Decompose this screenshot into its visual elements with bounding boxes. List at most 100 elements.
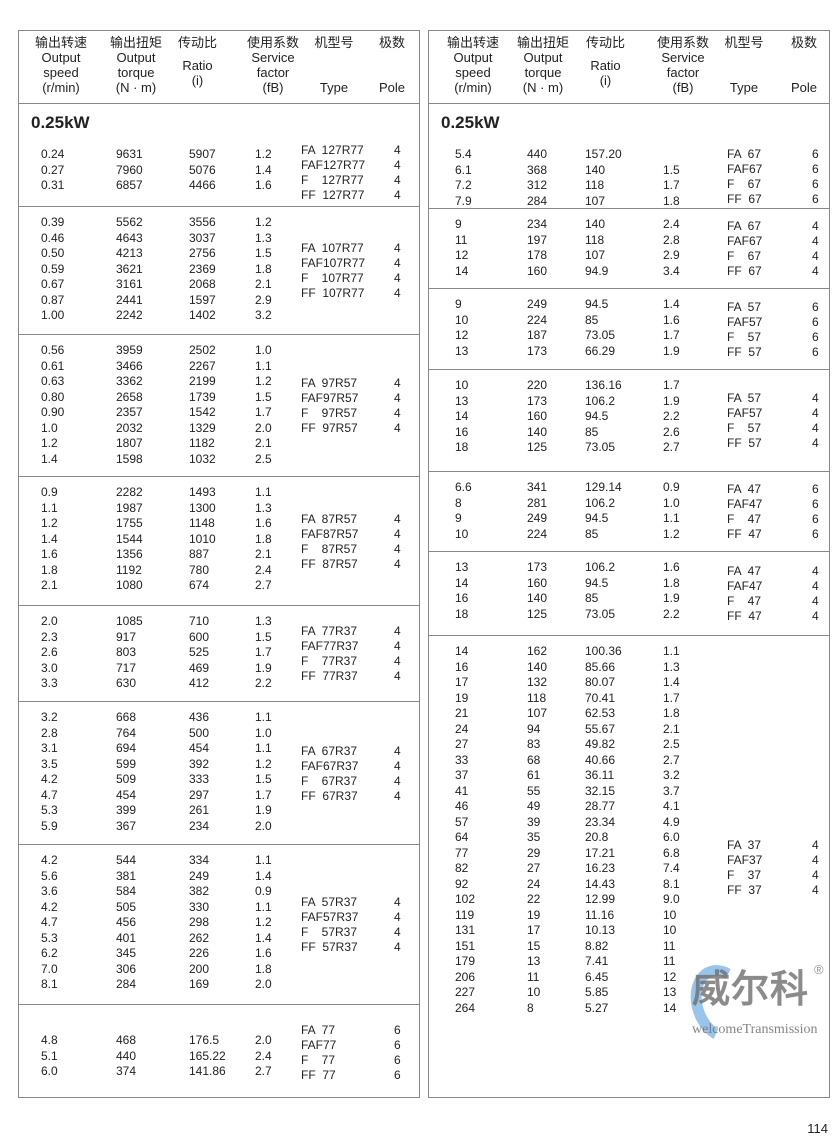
cell-speed: 1.4 <box>41 531 58 546</box>
cell-ratio: 226 <box>189 946 210 960</box>
model-type: FF 47 <box>727 609 762 623</box>
cell-speed: 1.4 <box>41 451 58 466</box>
cell-torque: 1598 <box>116 451 143 466</box>
pole-count: 6 <box>812 192 819 206</box>
model-type: F 47 <box>727 512 762 526</box>
pole-count: 4 <box>394 271 401 285</box>
cell-speed: 10 <box>455 526 469 541</box>
cell-torque: 3621 <box>116 261 143 276</box>
cell-service-factor: 6.8 <box>663 845 680 860</box>
cell-torque: 19 <box>527 907 541 922</box>
cell-speed: 0.39 <box>41 215 65 229</box>
cell-service-factor: 1.2 <box>255 915 272 929</box>
cell-torque: 401 <box>116 930 137 945</box>
cell-speed: 4.7 <box>41 787 58 802</box>
table-row: 3.1 694 454 1.1 <box>19 741 279 756</box>
pole-count: 4 <box>812 853 819 867</box>
type-list: FA 107R77 4 FAF107R77 4 F 107R77 4 FF 107R77 4 <box>301 241 401 301</box>
table-row: 64 35 20.8 6.0 <box>429 830 689 845</box>
cell-speed: 9 <box>455 511 462 525</box>
cell-speed: 12 <box>455 248 469 262</box>
pole-count: 4 <box>394 526 401 541</box>
cell-ratio: 157.20 <box>585 147 622 161</box>
cell-torque: 11 <box>527 969 540 984</box>
cell-speed: 1.0 <box>41 420 58 435</box>
cell-speed: 3.0 <box>41 660 58 675</box>
cell-torque: 197 <box>527 232 548 247</box>
cell-ratio: 176.5 <box>189 1033 220 1048</box>
type-row: FA 87R57 4 <box>301 512 401 527</box>
type-row: FAF67R37 4 <box>301 759 401 774</box>
cell-ratio: 249 <box>189 868 210 883</box>
header-ratio-line: (i) <box>191 73 204 88</box>
cell-torque: 764 <box>116 725 137 740</box>
type-row: F 77 6 <box>301 1053 401 1068</box>
cell-torque: 132 <box>527 675 548 689</box>
cell-ratio: 16.23 <box>585 861 616 875</box>
cell-speed: 3.2 <box>41 710 58 724</box>
cell-torque: 140 <box>527 659 548 674</box>
cell-ratio: 7.41 <box>585 954 609 968</box>
type-row: FAF67 4 <box>727 234 819 249</box>
cell-service-factor: 3.2 <box>663 768 680 782</box>
cell-torque: 284 <box>527 193 548 208</box>
type-row: F 47 4 <box>727 594 819 609</box>
cell-torque: 440 <box>527 147 548 161</box>
header-torque-cn: 输出扭矩 <box>516 35 569 50</box>
cell-speed: 0.61 <box>41 358 65 373</box>
model-type: FAF47 <box>727 497 763 511</box>
pole-count: 4 <box>812 594 819 608</box>
table-row: 3.5 599 392 1.2 <box>19 757 279 772</box>
cell-ratio: 1148 <box>189 516 215 530</box>
cell-ratio: 17.21 <box>585 845 616 860</box>
model-type: FF 77 <box>301 1067 336 1082</box>
cell-speed: 0.27 <box>41 162 65 177</box>
header-sf-cn: 使用系数 <box>656 35 709 50</box>
type-row: F 97R57 4 <box>301 406 401 421</box>
cell-ratio: 3556 <box>189 215 216 229</box>
cell-speed: 10 <box>455 312 469 327</box>
cell-service-factor: 1.9 <box>663 343 680 358</box>
cell-service-factor: 2.1 <box>255 277 272 291</box>
cell-ratio: 11.16 <box>585 907 615 922</box>
cell-speed: 14 <box>455 409 469 423</box>
cell-speed: 119 <box>455 907 475 922</box>
table-row: 2.1 1080 674 2.7 <box>19 578 279 593</box>
cell-ratio: 49.82 <box>585 737 616 751</box>
cell-ratio: 200 <box>189 961 210 976</box>
type-row: F 87R57 4 <box>301 542 401 557</box>
cell-torque: 368 <box>527 162 548 177</box>
table-row: 8 281 106.2 1.0 <box>429 496 689 511</box>
cell-torque: 27 <box>527 861 541 875</box>
cell-ratio: 80.07 <box>585 675 616 689</box>
cell-ratio: 2068 <box>189 277 216 291</box>
cell-ratio: 600 <box>189 629 210 644</box>
cell-service-factor: 1.0 <box>663 495 680 510</box>
cell-torque: 284 <box>116 977 137 991</box>
pole-count: 4 <box>394 241 401 255</box>
pole-count: 4 <box>812 406 819 420</box>
cell-ratio: 710 <box>189 614 210 628</box>
table-row: 4.7 454 297 1.7 <box>19 788 279 803</box>
cell-service-factor: 11 <box>663 938 676 953</box>
cell-ratio: 32.15 <box>585 783 616 798</box>
cell-speed: 6.6 <box>455 480 472 494</box>
cell-service-factor: 7.4 <box>663 861 680 875</box>
pole-count: 4 <box>812 219 819 233</box>
table-row: 6.0 374 141.86 2.7 <box>19 1064 279 1079</box>
table-row: 0.63 3362 2199 1.2 <box>19 374 279 389</box>
header-speed-cn: 输出转速 <box>446 35 499 50</box>
cell-service-factor: 1.3 <box>255 230 272 245</box>
table-row: 5.3 401 262 1.4 <box>19 931 279 946</box>
header-speed-line: Output <box>41 50 81 65</box>
table-row: 1.4 1598 1032 2.5 <box>19 452 279 467</box>
cell-service-factor: 0.9 <box>663 480 680 494</box>
cell-torque: 15 <box>527 938 541 953</box>
cell-torque: 24 <box>527 876 541 891</box>
cell-service-factor: 2.7 <box>663 440 680 454</box>
cell-ratio: 12.99 <box>585 892 616 906</box>
table-row: 57 39 23.34 4.9 <box>429 815 689 830</box>
model-group: 5.4 440 157.20 6.1 368 140 1.5 7.2 312 118 1.7 7.9 2… <box>429 141 829 208</box>
model-type: FA 47 <box>727 482 762 496</box>
cell-speed: 14 <box>455 263 469 278</box>
